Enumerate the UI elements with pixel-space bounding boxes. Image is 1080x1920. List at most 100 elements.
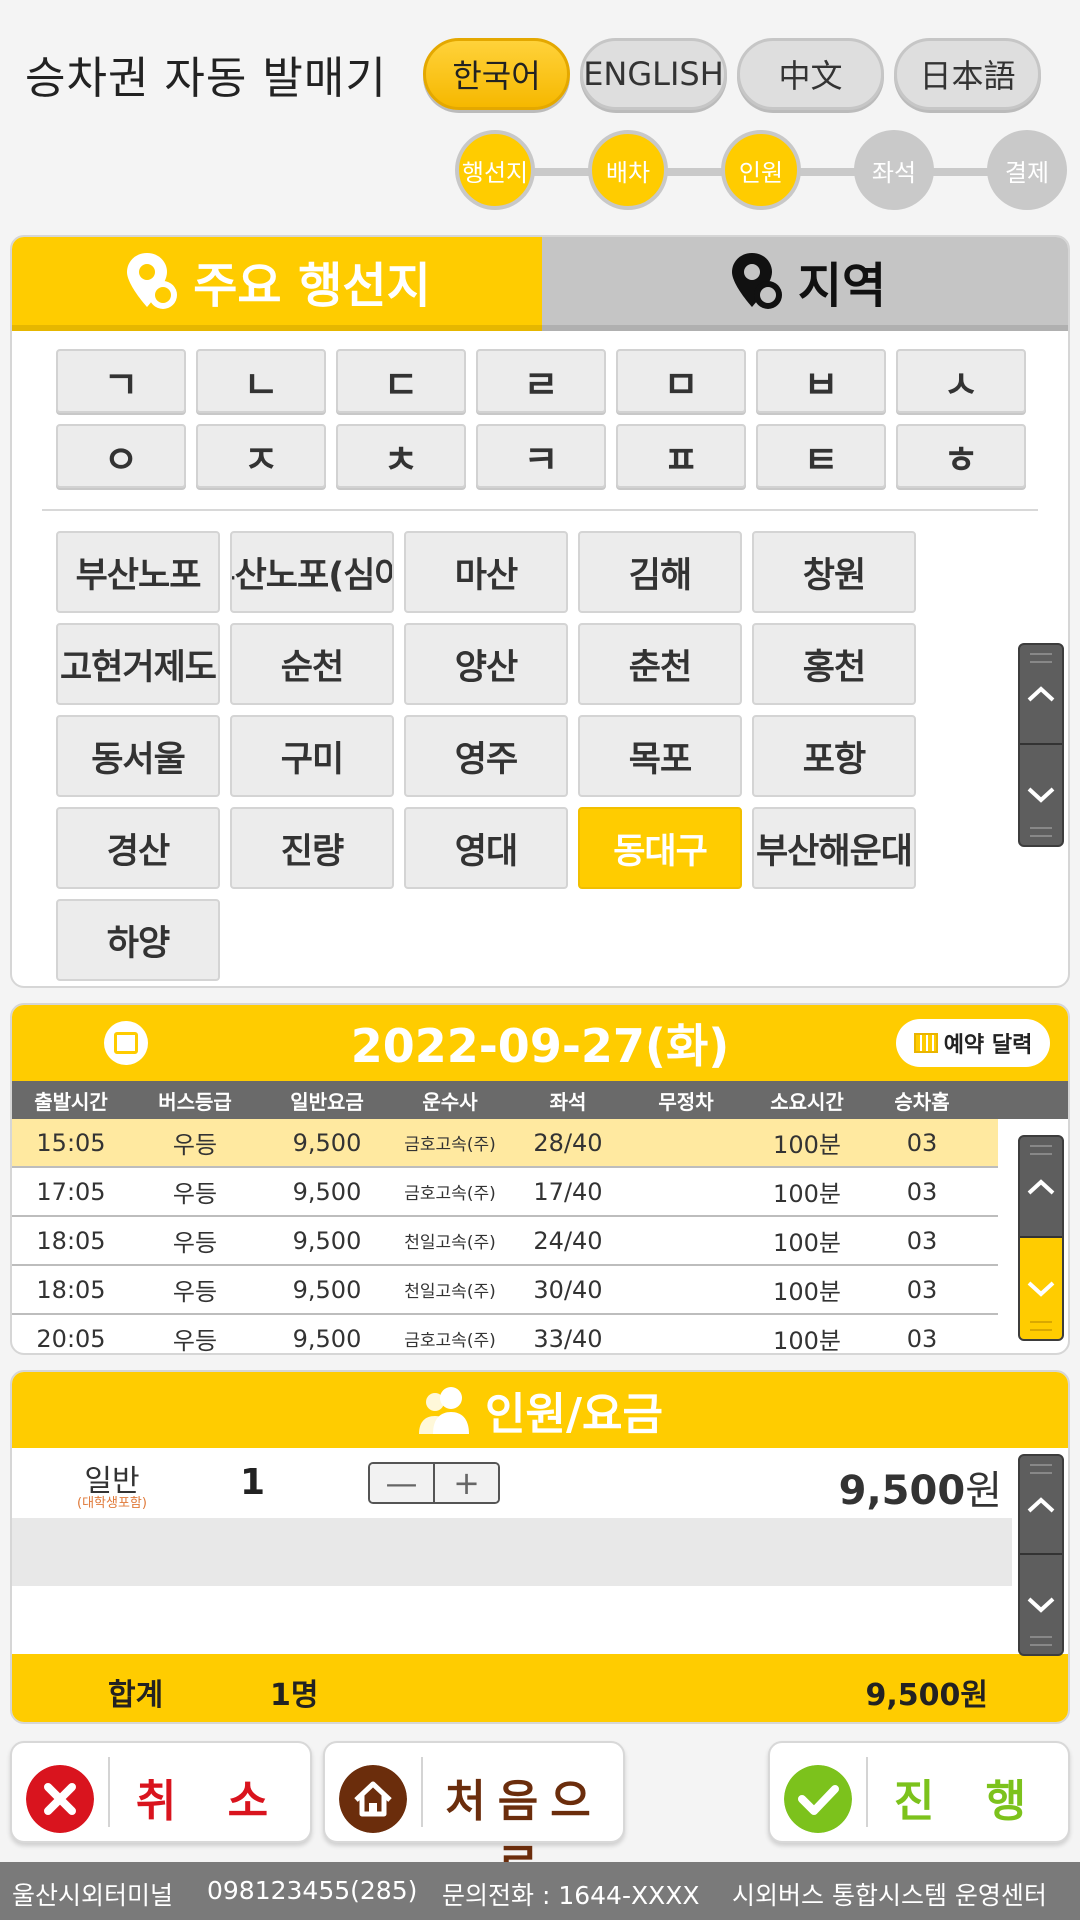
fare-amount: 9,500원 [839,1458,1002,1516]
city-button[interactable]: 창원 [752,531,916,613]
departure-time-cell: 15:05 [36,1128,106,1157]
city-button[interactable]: 부산노포(심야) [230,531,394,613]
city-button[interactable]: 영대 [404,807,568,889]
footer-phone: 문의전화 : 1644-XXXX [442,1881,700,1910]
chevron-down-icon [1027,1597,1055,1613]
calendar-icon [913,1033,938,1053]
city-button[interactable]: 포항 [752,715,916,797]
city-button[interactable]: 김해 [578,531,742,613]
col-departure: 출발시간 [34,1089,108,1114]
col-duration: 소요시간 [770,1089,844,1114]
consonant-button[interactable]: ㅌ [756,424,886,488]
city-button[interactable]: 고현거제도 [56,623,220,705]
proceed-button[interactable]: 진 행 [768,1741,1070,1843]
city-list-scrollbar [1018,643,1064,847]
consonant-button[interactable]: ㄴ [196,349,326,413]
step-destination: 행선지 [455,130,535,210]
cancel-button[interactable]: 취 소 [10,1741,312,1843]
consonant-button[interactable]: ㅊ [336,424,466,488]
city-button[interactable]: 춘천 [578,623,742,705]
proceed-label: 진 행 [893,1776,1045,1827]
lang-korean-button[interactable]: 한국어 [423,38,570,110]
departure-time-cell: 20:05 [36,1324,106,1353]
fare-scroll-up-button[interactable] [1020,1456,1062,1555]
home-button[interactable]: 처음으로 [323,1741,625,1891]
schedule-header: 2022-09-27(화) 예약 달력 [12,1005,1068,1081]
city-button[interactable]: 진량 [230,807,394,889]
consonant-button[interactable]: ㅅ [896,349,1026,413]
close-icon [26,1765,94,1833]
step-dispatch: 배차 [588,130,668,210]
reservation-calendar-button[interactable]: 예약 달력 [896,1019,1050,1067]
consonant-button[interactable]: ㄹ [476,349,606,413]
city-button[interactable]: 마산 [404,531,568,613]
lang-english-button[interactable]: ENGLISH [580,38,727,110]
col-platform: 승차홈 [894,1089,950,1114]
city-button[interactable]: 영주 [404,715,568,797]
city-button[interactable]: 양산 [404,623,568,705]
schedule-scrollbar [1018,1135,1064,1341]
city-button[interactable]: 홍천 [752,623,916,705]
seats-cell: 28/40 [533,1128,603,1157]
col-fare: 일반요금 [290,1089,364,1114]
schedule-panel: 2022-09-27(화) 예약 달력 출발시간 버스등급 일반요금 운수사 좌… [10,1003,1070,1355]
app-title: 승차권 자동 발매기 [25,53,387,104]
fare-currency: 원 [965,1468,1002,1514]
bus-company-cell: 천일고속(주) [404,1282,496,1302]
city-button[interactable]: 순천 [230,623,394,705]
decrease-button[interactable]: — [370,1464,435,1502]
footer-center: 시외버스 통합시스템 운영센터 [732,1881,1047,1910]
chevron-up-icon [1027,1496,1055,1512]
lang-chinese-button[interactable]: 中文 [737,38,884,110]
fare-scroll-down-button[interactable] [1020,1555,1062,1654]
city-button[interactable]: 구미 [230,715,394,797]
col-grade: 버스등급 [158,1089,232,1114]
city-button[interactable]: 부산해운대 [752,807,916,889]
city-button[interactable]: 동대구 [578,807,742,889]
language-selector: 한국어 ENGLISH 中文 日本語 [423,38,1041,110]
bus-grade-cell: 우등 [172,1327,218,1355]
seats-cell: 30/40 [533,1275,603,1304]
consonant-button[interactable]: ㅁ [616,349,746,413]
bus-company-cell: 천일고속(주) [404,1233,496,1253]
consonant-button[interactable]: ㅍ [616,424,746,488]
consonant-button[interactable]: ㅎ [896,424,1026,488]
city-button[interactable]: 목포 [578,715,742,797]
consonant-button[interactable]: ㅈ [196,424,326,488]
increase-button[interactable]: + [435,1464,498,1502]
consonant-button[interactable]: ㅇ [56,424,186,488]
col-seats: 좌석 [549,1089,587,1114]
city-button[interactable]: 하양 [56,899,220,981]
city-button[interactable]: 경산 [56,807,220,889]
step-seat: 좌석 [854,130,934,210]
consonant-button[interactable]: ㅂ [756,349,886,413]
fare-row-general: 일반 (대학생포함) 1 — + 9,500원 [12,1448,1012,1518]
consonant-button[interactable]: ㄷ [336,349,466,413]
schedule-scroll-down-button[interactable] [1020,1238,1062,1339]
city-scroll-down-button[interactable] [1020,745,1062,845]
consonant-button[interactable]: ㅋ [476,424,606,488]
divider [42,509,1038,511]
schedule-row[interactable]: 18:05 우등 9,500 천일고속(주) 30/40 100분 03 [12,1266,998,1315]
fare-total-bar: 합계 1명 9,500원 [12,1654,1068,1722]
tab-major-destinations[interactable]: 주요 행선지 [12,237,542,331]
schedule-scroll-up-button[interactable] [1020,1137,1062,1238]
bus-grade-cell: 우등 [172,1278,218,1306]
schedule-row[interactable]: 20:05 우등 9,500 금호고속(주) 33/40 100분 03 [12,1315,998,1355]
lang-japanese-button[interactable]: 日本語 [894,38,1041,110]
schedule-row[interactable]: 18:05 우등 9,500 천일고속(주) 24/40 100분 03 [12,1217,998,1266]
chevron-down-icon [1027,787,1055,803]
city-button[interactable]: 동서울 [56,715,220,797]
schedule-table-header: 출발시간 버스등급 일반요금 운수사 좌석 무정차 소요시간 승차홈 [12,1081,1068,1119]
footer-terminal: 울산시외터미널 [12,1881,174,1910]
schedule-row[interactable]: 17:05 우등 9,500 금호고속(주) 17/40 100분 03 [12,1168,998,1217]
schedule-row[interactable]: 15:05 우등 9,500 금호고속(주) 28/40 100분 03 [12,1119,998,1168]
departure-time-cell: 17:05 [36,1177,106,1206]
city-scroll-up-button[interactable] [1020,645,1062,745]
tab-region[interactable]: 지역 [542,237,1068,331]
consonant-button[interactable]: ㄱ [56,349,186,413]
city-button[interactable]: 부산노포 [56,531,220,613]
fare-cell: 9,500 [292,1324,362,1353]
duration-cell: 100분 [773,1278,841,1306]
platform-cell: 03 [906,1177,938,1206]
